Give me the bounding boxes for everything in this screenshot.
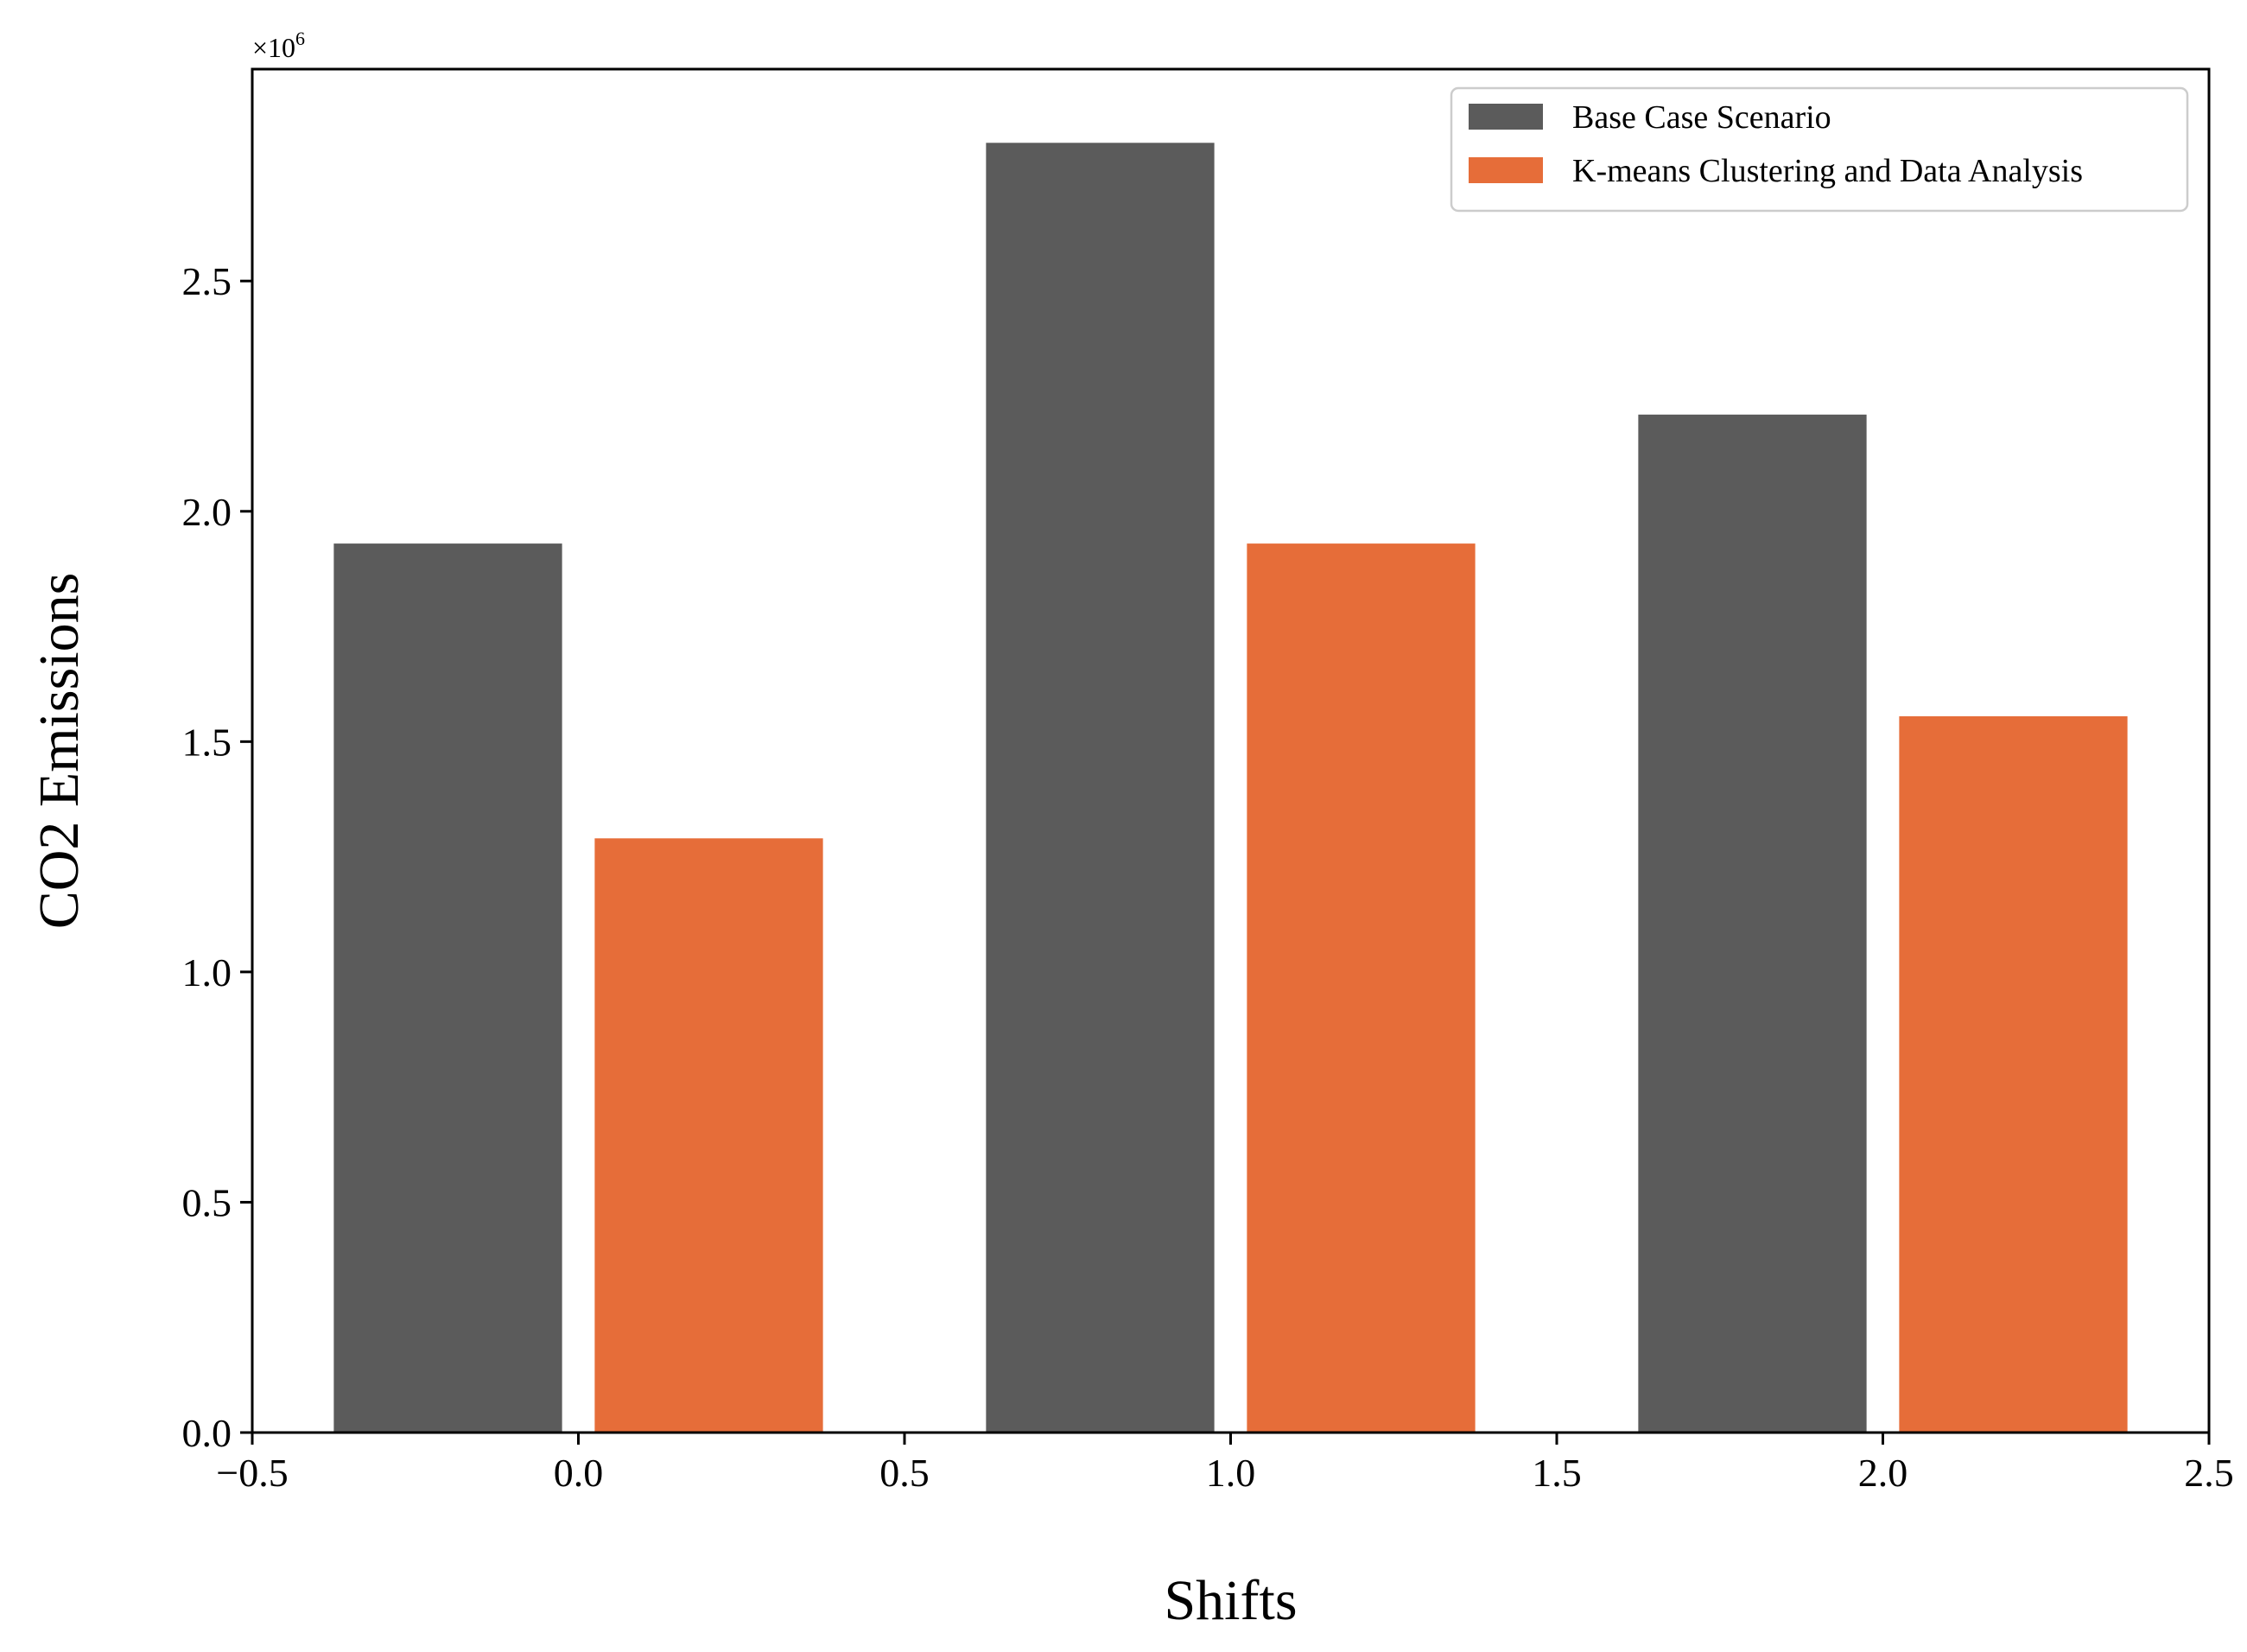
bar-series1-3 (1638, 414, 1867, 1433)
bar-series2-3 (1899, 716, 2128, 1433)
y-tick-label: 0.5 (182, 1180, 232, 1224)
x-axis: −0.5 0.0 0.5 1.0 1.5 2.0 2.5 (216, 1433, 2234, 1495)
bar-series2-2 (1247, 543, 1476, 1433)
x-tick-label: −0.5 (216, 1451, 288, 1495)
x-tick-label: 0.5 (879, 1451, 930, 1495)
y-offset-base: ×10 (252, 32, 295, 63)
legend-swatch-2 (1469, 157, 1543, 183)
y-tick-label: 2.0 (182, 490, 232, 534)
bar-series1-1 (333, 543, 562, 1433)
x-tick-label: 1.0 (1206, 1451, 1256, 1495)
x-axis-title: Shifts (1164, 1569, 1297, 1632)
legend-label-2: K-means Clustering and Data Analysis (1572, 153, 2083, 189)
y-tick-label: 1.5 (182, 720, 232, 764)
legend-swatch-1 (1469, 104, 1543, 130)
bars-layer (333, 143, 2128, 1433)
y-axis: 0.0 0.5 1.0 1.5 2.0 2.5 (182, 259, 252, 1455)
y-tick-label: 0.0 (182, 1411, 232, 1455)
x-tick-label: 2.5 (2184, 1451, 2234, 1495)
y-offset-exponent: 6 (295, 28, 305, 49)
bar-series2-1 (594, 838, 823, 1433)
bar-series1-2 (986, 143, 1215, 1433)
y-tick-label: 2.5 (182, 259, 232, 303)
y-axis-title: CO2 Emissions (28, 573, 91, 930)
legend: Base Case Scenario K-means Clustering and… (1450, 86, 2189, 213)
legend-box (1450, 86, 2189, 213)
x-tick-label: 2.0 (1858, 1451, 1908, 1495)
x-tick-label: 0.0 (554, 1451, 604, 1495)
y-tick-label: 1.0 (182, 950, 232, 994)
y-offset-label: ×106 (252, 28, 305, 63)
legend-label-1: Base Case Scenario (1572, 99, 1831, 136)
x-tick-label: 1.5 (1532, 1451, 1582, 1495)
